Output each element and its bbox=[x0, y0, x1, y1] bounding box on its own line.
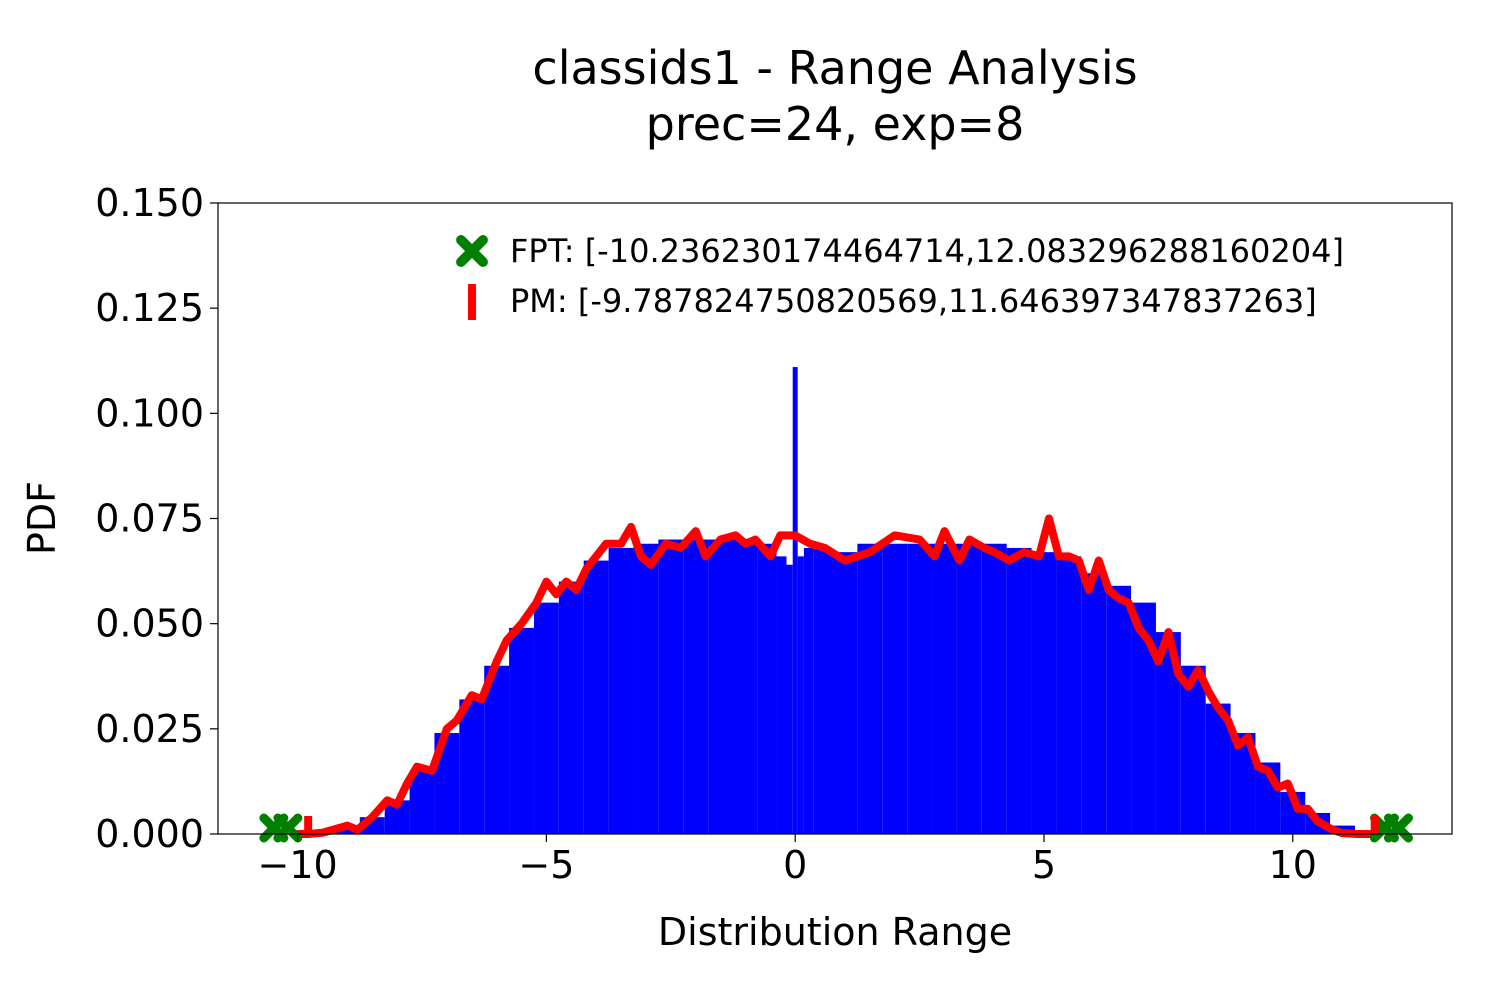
histogram-bar bbox=[981, 543, 1007, 834]
legend-fpt-marker-icon bbox=[456, 235, 488, 267]
y-tick-label: 0.075 bbox=[95, 497, 204, 541]
pm-marker bbox=[304, 816, 313, 834]
chart-subtitle: prec=24, exp=8 bbox=[646, 97, 1025, 151]
legend: FPT: [-10.236230174464714,12.08329628816… bbox=[456, 232, 1344, 320]
chart-title: classids1 - Range Analysis bbox=[532, 41, 1137, 95]
histogram-bar bbox=[583, 560, 609, 834]
histogram-bar bbox=[1106, 585, 1132, 834]
histogram-bar bbox=[484, 665, 510, 834]
histogram-bar bbox=[733, 539, 758, 834]
histogram-bar bbox=[797, 556, 804, 834]
histogram-bar bbox=[786, 564, 793, 834]
histogram-bar bbox=[1006, 547, 1032, 834]
histogram-bar bbox=[932, 543, 957, 834]
histogram-bar bbox=[803, 547, 814, 834]
pm-marker bbox=[1370, 816, 1379, 834]
histogram-bar bbox=[633, 543, 659, 834]
y-axis: 0.000 0.025 0.050 0.075 0.100 0.125 0.150 bbox=[95, 181, 218, 856]
histogram-bar bbox=[558, 581, 584, 834]
histogram-bar bbox=[1056, 556, 1082, 834]
histogram bbox=[310, 367, 1380, 834]
y-tick-label: 0.100 bbox=[95, 391, 204, 435]
histogram-bar bbox=[1180, 665, 1206, 834]
histogram-bar bbox=[683, 539, 709, 834]
histogram-bar bbox=[1031, 552, 1057, 834]
histogram-bar bbox=[658, 539, 684, 834]
x-tick-label: 5 bbox=[1032, 843, 1056, 887]
fpt-marker bbox=[1383, 813, 1413, 843]
x-tick-label: −5 bbox=[518, 843, 574, 887]
histogram-bar bbox=[608, 547, 634, 834]
x-tick-label: −10 bbox=[258, 843, 338, 887]
legend-fpt-x bbox=[456, 235, 488, 267]
histogram-bar bbox=[708, 539, 733, 834]
y-tick-label: 0.025 bbox=[95, 707, 204, 751]
y-tick-label: 0.050 bbox=[95, 602, 204, 646]
histogram-bar bbox=[334, 827, 360, 834]
histogram-bar bbox=[776, 556, 787, 834]
histogram-bar bbox=[956, 543, 982, 834]
x-tick-label: 10 bbox=[1269, 843, 1317, 887]
histogram-bar bbox=[409, 770, 435, 834]
legend-pm-label: PM: [-9.787824750820569,11.6463973478372… bbox=[510, 282, 1317, 320]
histogram-bar bbox=[757, 543, 777, 834]
kde-line bbox=[293, 514, 1379, 838]
histogram-bar bbox=[813, 547, 833, 834]
y-axis-label: PDF bbox=[20, 481, 64, 555]
x-axis-label: Distribution Range bbox=[658, 910, 1012, 954]
y-tick-label: 0.150 bbox=[95, 181, 204, 225]
x-axis: −10 −5 0 5 10 bbox=[258, 834, 1317, 887]
legend-fpt-label: FPT: [-10.236230174464714,12.08329628816… bbox=[510, 232, 1344, 270]
kde-curve bbox=[293, 514, 1379, 838]
histogram-bar bbox=[907, 543, 933, 834]
fpt-marker bbox=[273, 813, 303, 843]
histogram-bar bbox=[459, 699, 485, 834]
histogram-bar bbox=[832, 552, 858, 834]
y-tick-label: 0.125 bbox=[95, 286, 204, 330]
histogram-bar bbox=[1081, 573, 1107, 834]
range-markers bbox=[259, 813, 1413, 843]
y-tick-label: 0.000 bbox=[95, 812, 204, 856]
histogram-bar bbox=[857, 543, 883, 834]
legend-pm-marker-icon bbox=[468, 284, 476, 320]
histogram-bar bbox=[792, 367, 798, 834]
histogram-bar bbox=[882, 543, 908, 834]
histogram-bar bbox=[533, 602, 559, 834]
x-tick-label: 0 bbox=[783, 843, 807, 887]
histogram-bar bbox=[509, 627, 534, 834]
